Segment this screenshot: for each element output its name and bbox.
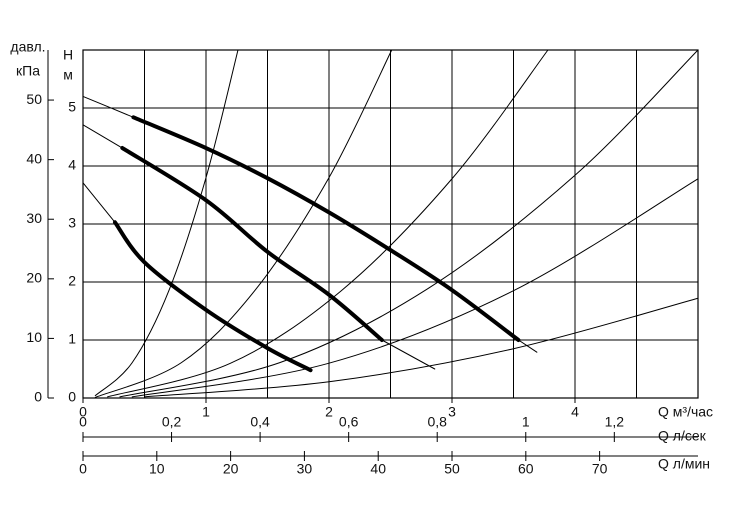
y2-axis-label: кПа: [16, 63, 40, 79]
x-tick-label: 1: [202, 404, 210, 420]
y-tick-label: 1: [68, 331, 76, 347]
x3-tick-label: 0: [79, 461, 87, 477]
y2-tick-label: 50: [26, 91, 42, 107]
y2-tick-label: 20: [26, 270, 42, 286]
thin-curve: [131, 178, 699, 398]
x3-tick-label: 40: [370, 461, 386, 477]
y2-tick-label: 30: [26, 210, 42, 226]
y-tick-label: 4: [68, 157, 76, 173]
x3-axis-label: Q л/мин: [658, 456, 710, 472]
x3-tick-label: 50: [444, 461, 460, 477]
thin-curve: [107, 49, 549, 398]
x3-tick-label: 30: [297, 461, 313, 477]
pump-curve: [131, 115, 521, 342]
x2-tick-label: 1,2: [605, 414, 625, 430]
y-tick-label: 3: [68, 215, 76, 231]
thin-curve: [144, 297, 699, 398]
y-tick-label: 0: [68, 389, 76, 405]
y2-tick-label: 10: [26, 329, 42, 345]
x-axis-label: Q м³/час: [658, 404, 713, 420]
thin-curve: [94, 49, 393, 398]
thin-curve: [119, 49, 699, 398]
x-tick-label: 3: [448, 404, 456, 420]
y-axis-label: H: [63, 47, 73, 63]
thin-curve: [82, 182, 116, 223]
y-tick-label: 5: [68, 99, 76, 115]
x2-tick-label: 0,8: [427, 414, 447, 430]
pump-curve: [112, 220, 313, 373]
x3-tick-label: 10: [149, 461, 165, 477]
thin-curve: [517, 339, 538, 353]
y-tick-label: 2: [68, 273, 76, 289]
y2-axis-label: давл.: [10, 39, 45, 55]
x3-tick-label: 60: [518, 461, 534, 477]
x-tick-label: 0: [79, 404, 87, 420]
x3-tick-label: 20: [223, 461, 239, 477]
pump-curve: [120, 146, 384, 342]
thin-curve: [82, 95, 134, 118]
thin-curve: [82, 124, 123, 149]
x2-tick-label: 0,6: [339, 414, 359, 430]
x2-tick-label: 0,2: [162, 414, 182, 430]
y2-tick-label: 40: [26, 150, 42, 166]
x2-tick-label: 0,4: [250, 414, 270, 430]
x3-tick-label: 70: [592, 461, 608, 477]
y2-tick-label: 0: [34, 389, 42, 405]
x2-tick-label: 0: [79, 414, 87, 430]
x-tick-label: 4: [571, 404, 579, 420]
thin-curve: [381, 339, 436, 370]
x2-tick-label: 1: [522, 414, 530, 430]
x2-axis-label: Q л/сек: [658, 428, 707, 444]
thin-curve: [94, 49, 239, 397]
y-axis-label: м: [63, 67, 73, 83]
x-tick-label: 2: [325, 404, 333, 420]
